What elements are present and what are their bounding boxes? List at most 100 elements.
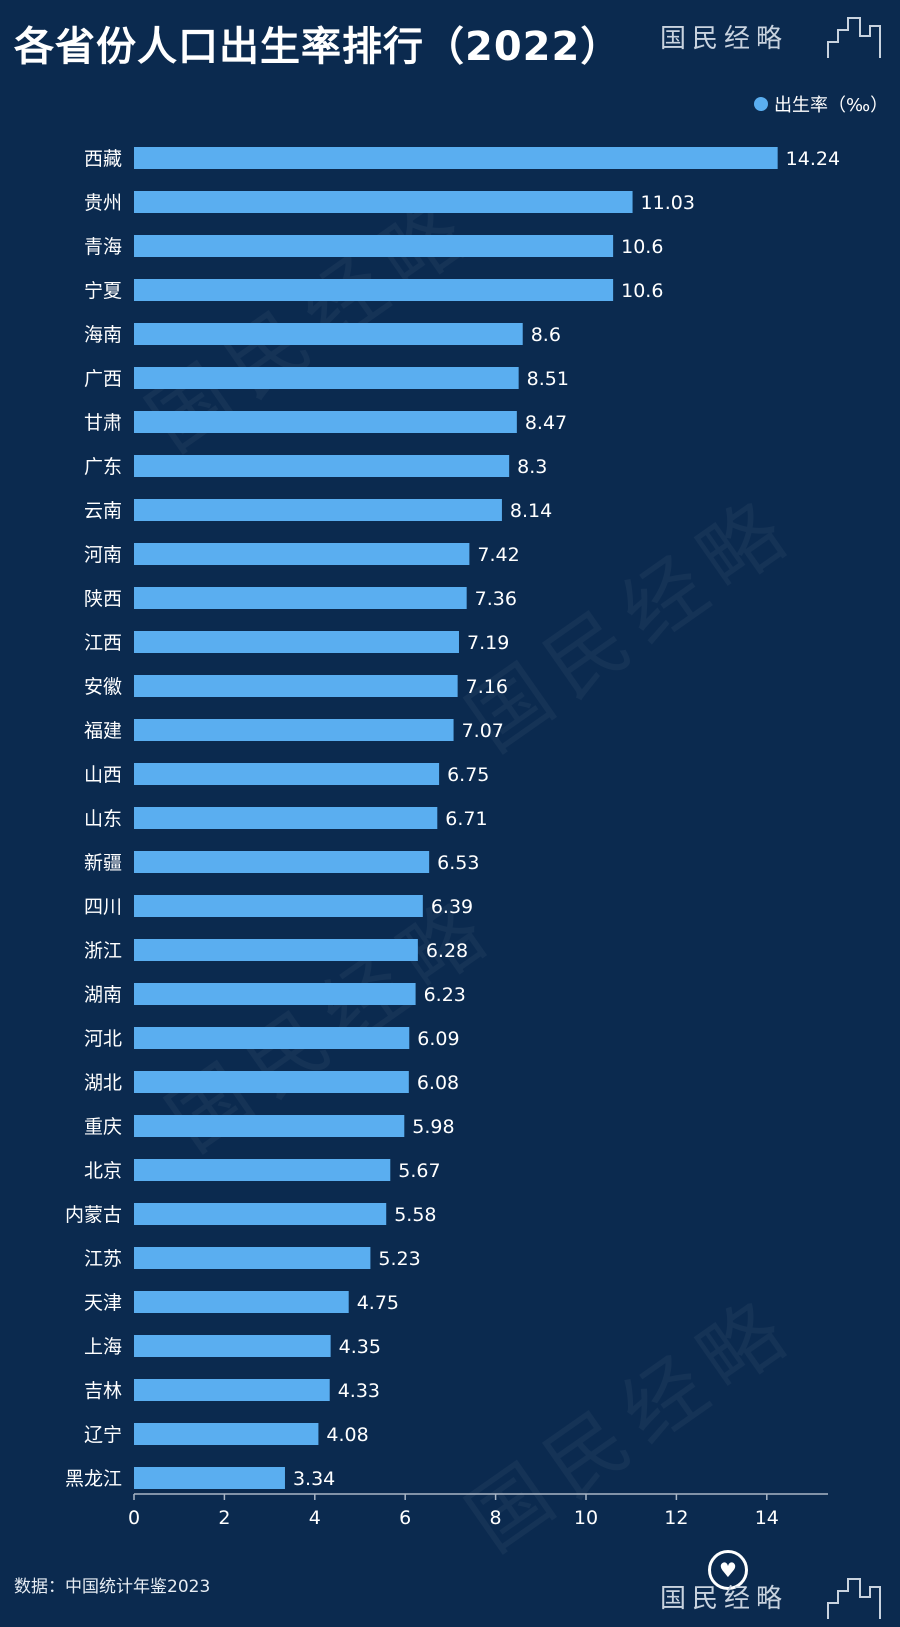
bar	[134, 323, 523, 345]
category-label: 江西	[84, 632, 122, 654]
x-tick-label: 0	[128, 1507, 140, 1529]
brand-text-top: 国民经略	[660, 24, 789, 54]
bar	[134, 1203, 387, 1225]
bar	[134, 1071, 409, 1093]
bar	[134, 631, 459, 653]
data-label: 5.58	[394, 1204, 436, 1226]
category-label: 河南	[84, 544, 122, 566]
category-label: 湖南	[84, 984, 122, 1006]
data-label: 6.75	[447, 764, 489, 786]
data-label: 6.39	[431, 896, 473, 918]
data-label: 4.33	[338, 1380, 380, 1402]
category-label: 西藏	[84, 148, 122, 170]
data-label: 7.19	[467, 632, 509, 654]
data-source-note: 数据：中国统计年鉴2023	[14, 1577, 211, 1597]
data-label: 8.3	[517, 456, 547, 478]
data-label: 7.16	[466, 676, 508, 698]
bar	[134, 807, 438, 829]
bar	[134, 191, 633, 213]
brand-logo-top: 国民经略	[656, 12, 886, 60]
category-label: 广东	[84, 456, 122, 478]
category-label: 陕西	[84, 588, 122, 610]
data-label: 6.23	[424, 984, 466, 1006]
bar	[134, 1467, 285, 1489]
category-label: 福建	[84, 720, 122, 742]
bar	[134, 675, 458, 697]
data-label: 8.14	[510, 500, 552, 522]
data-label: 6.28	[426, 940, 468, 962]
data-label: 4.08	[326, 1424, 368, 1446]
category-label: 辽宁	[84, 1424, 122, 1446]
category-label: 浙江	[84, 940, 122, 962]
data-label: 14.24	[786, 148, 840, 170]
bar	[134, 851, 430, 873]
bar	[134, 499, 502, 521]
bar	[134, 1027, 410, 1049]
x-tick-label: 6	[399, 1507, 411, 1529]
city-skyline-icon	[827, 1578, 881, 1619]
chart-title: 各省份人口出生率排行（2022）	[14, 24, 622, 70]
data-label: 6.53	[437, 852, 479, 874]
data-label: 7.42	[477, 544, 519, 566]
data-label: 11.03	[641, 192, 695, 214]
category-label: 海南	[84, 324, 122, 346]
data-label: 8.47	[525, 412, 567, 434]
bar	[134, 1159, 391, 1181]
bar	[134, 455, 510, 477]
data-label: 5.67	[398, 1160, 440, 1182]
x-tick-label: 10	[574, 1507, 598, 1529]
heart-logo-icon: ♥	[708, 1550, 748, 1590]
city-skyline-icon	[827, 17, 881, 58]
x-tick-label: 14	[755, 1507, 779, 1529]
bar	[134, 411, 517, 433]
bar	[134, 939, 418, 961]
category-label: 广西	[84, 368, 122, 390]
data-label: 6.08	[417, 1072, 459, 1094]
brand-text-bottom: 国民经略	[660, 1584, 789, 1614]
category-label: 云南	[84, 500, 122, 522]
category-label: 湖北	[84, 1072, 122, 1094]
category-label: 山东	[84, 808, 122, 830]
data-label: 4.75	[357, 1292, 399, 1314]
data-label: 6.71	[445, 808, 487, 830]
category-label: 上海	[84, 1336, 122, 1358]
category-label: 贵州	[84, 192, 122, 214]
bar	[134, 1115, 405, 1137]
bar	[134, 1247, 371, 1269]
bar	[134, 1379, 330, 1401]
x-tick-label: 4	[309, 1507, 321, 1529]
bar	[134, 1335, 331, 1357]
bar	[134, 587, 467, 609]
category-label: 黑龙江	[65, 1468, 122, 1490]
data-label: 10.6	[621, 280, 663, 302]
x-tick-label: 2	[218, 1507, 230, 1529]
data-label: 10.6	[621, 236, 663, 258]
bar	[134, 235, 614, 257]
data-label: 8.51	[527, 368, 569, 390]
bar	[134, 543, 470, 565]
category-label: 内蒙古	[65, 1204, 122, 1226]
category-label: 四川	[84, 896, 122, 918]
data-label: 7.36	[475, 588, 517, 610]
x-tick-label: 12	[664, 1507, 688, 1529]
bar	[134, 983, 416, 1005]
bar	[134, 1423, 319, 1445]
legend-label: 出生率（‰）	[774, 95, 888, 116]
category-label: 甘肃	[84, 412, 122, 434]
category-label: 北京	[84, 1160, 122, 1182]
category-label: 宁夏	[84, 280, 122, 302]
data-label: 5.23	[378, 1248, 420, 1270]
category-label: 青海	[84, 236, 122, 258]
bar	[134, 367, 519, 389]
bar	[134, 719, 454, 741]
category-label: 江苏	[84, 1248, 122, 1270]
bar	[134, 763, 440, 785]
data-label: 6.09	[417, 1028, 459, 1050]
bar	[134, 1291, 349, 1313]
bar	[134, 147, 778, 169]
category-label: 天津	[84, 1292, 122, 1314]
bar	[134, 279, 614, 301]
data-label: 7.07	[462, 720, 504, 742]
category-label: 重庆	[84, 1116, 122, 1138]
